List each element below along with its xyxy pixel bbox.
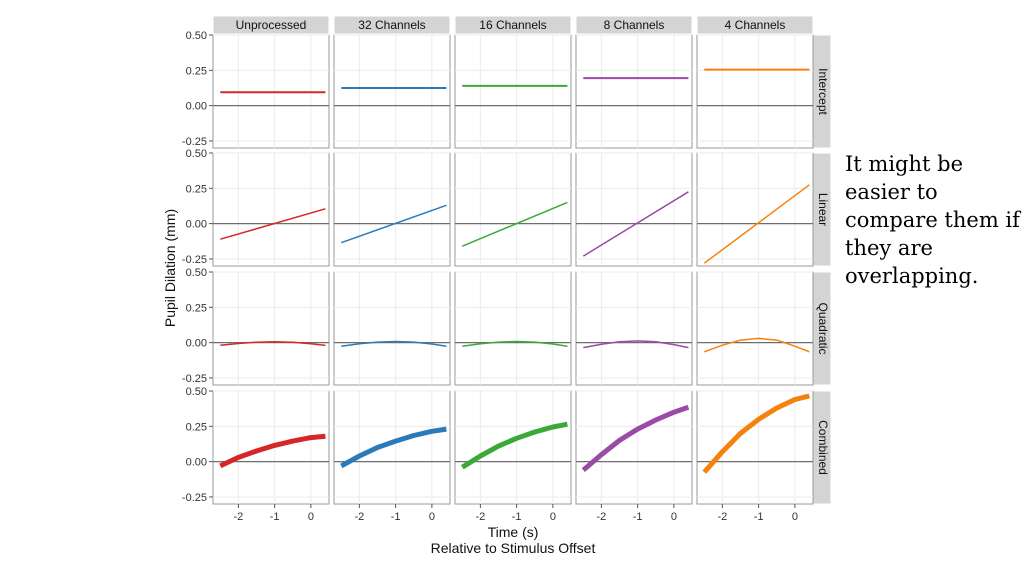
x-axis-title: Time (s) bbox=[488, 524, 539, 540]
column-strip bbox=[212, 15, 330, 35]
panel-background bbox=[454, 271, 572, 386]
column-strip bbox=[454, 15, 572, 35]
panel-background bbox=[575, 390, 693, 505]
y-tick-label: -0.25 bbox=[182, 373, 207, 385]
x-tick-label: -1 bbox=[633, 511, 643, 523]
column-strip-label: 16 Channels bbox=[479, 18, 546, 32]
x-tick-label: 0 bbox=[429, 511, 435, 523]
series-line bbox=[702, 393, 811, 474]
panel-background bbox=[696, 390, 814, 505]
series-line bbox=[582, 191, 689, 257]
y-tick-label: 0.50 bbox=[186, 148, 207, 160]
panel-background bbox=[696, 34, 814, 149]
panel-background bbox=[575, 34, 693, 149]
series-line bbox=[703, 184, 810, 264]
x-tick-label: -1 bbox=[754, 511, 764, 523]
y-tick-label: 0.50 bbox=[186, 386, 207, 398]
x-tick-label: 0 bbox=[671, 511, 677, 523]
column-strip bbox=[575, 15, 693, 35]
y-tick-label: 0.25 bbox=[186, 421, 207, 433]
series-line bbox=[220, 341, 326, 347]
series-line bbox=[460, 421, 568, 470]
series-line bbox=[340, 426, 447, 469]
x-tick-label: 0 bbox=[550, 511, 556, 523]
series-line bbox=[462, 201, 568, 247]
y-tick-label: 0.50 bbox=[186, 30, 207, 42]
panel-background bbox=[454, 152, 572, 267]
y-tick-label: 0.25 bbox=[186, 302, 207, 314]
series-line bbox=[704, 337, 810, 353]
panels-layer: Unprocessed 32 Channels 16 Channels 8 Chann… bbox=[182, 15, 832, 523]
series-line bbox=[462, 340, 568, 347]
x-tick-label: -2 bbox=[717, 511, 727, 523]
column-strip bbox=[333, 15, 451, 35]
panel-background bbox=[575, 271, 693, 386]
y-tick-label: -0.25 bbox=[182, 492, 207, 504]
y-tick-label: 0.00 bbox=[186, 338, 207, 350]
panel-background bbox=[212, 152, 330, 267]
panel-background bbox=[333, 390, 451, 505]
panel-background bbox=[212, 271, 330, 386]
panel-background bbox=[454, 34, 572, 149]
panel-background bbox=[454, 390, 572, 505]
panel-background bbox=[333, 271, 451, 386]
x-tick-label: -1 bbox=[391, 511, 401, 523]
x-axis-subtitle: Relative to Stimulus Offset bbox=[431, 540, 596, 556]
x-tick-label: -2 bbox=[596, 511, 606, 523]
series-line bbox=[581, 404, 690, 472]
x-tick-label: 0 bbox=[792, 511, 798, 523]
series-line bbox=[341, 340, 447, 347]
x-tick-label: -1 bbox=[512, 511, 522, 523]
y-tick-label: -0.25 bbox=[182, 254, 207, 266]
y-tick-label: 0.25 bbox=[186, 65, 207, 77]
panel-background bbox=[696, 271, 814, 386]
x-tick-label: -1 bbox=[270, 511, 280, 523]
series-line bbox=[220, 208, 326, 240]
x-tick-label: -2 bbox=[475, 511, 485, 523]
row-strip-label: Intercept bbox=[816, 68, 830, 115]
row-strip-label: Linear bbox=[816, 193, 830, 226]
y-tick-label: 0.25 bbox=[186, 183, 207, 195]
x-tick-label: -2 bbox=[354, 511, 364, 523]
panel-background bbox=[696, 152, 814, 267]
row-strip-label: Quadratic bbox=[816, 302, 830, 354]
row-strip-label: Combined bbox=[816, 420, 830, 475]
series-line bbox=[219, 433, 326, 469]
column-strip-label: Unprocessed bbox=[236, 18, 307, 32]
y-tick-label: 0.00 bbox=[186, 457, 207, 469]
x-tick-label: -2 bbox=[233, 511, 243, 523]
y-tick-label: 0.00 bbox=[186, 101, 207, 113]
y-tick-label: -0.25 bbox=[182, 136, 207, 148]
column-strip-label: 8 Channels bbox=[604, 18, 665, 32]
column-strip bbox=[696, 15, 814, 35]
column-strip-label: 32 Channels bbox=[358, 18, 425, 32]
panel-background bbox=[333, 152, 451, 267]
x-tick-label: 0 bbox=[308, 511, 314, 523]
y-tick-label: 0.50 bbox=[186, 267, 207, 279]
slide-note: It might be easier to compare them if th… bbox=[845, 152, 1020, 288]
y-axis-title: Pupil Dilation (mm) bbox=[162, 209, 178, 327]
series-line bbox=[341, 204, 447, 244]
series-line bbox=[583, 340, 689, 349]
panel-background bbox=[333, 34, 451, 149]
y-tick-label: 0.00 bbox=[186, 219, 207, 231]
column-strip-label: 4 Channels bbox=[725, 18, 786, 32]
